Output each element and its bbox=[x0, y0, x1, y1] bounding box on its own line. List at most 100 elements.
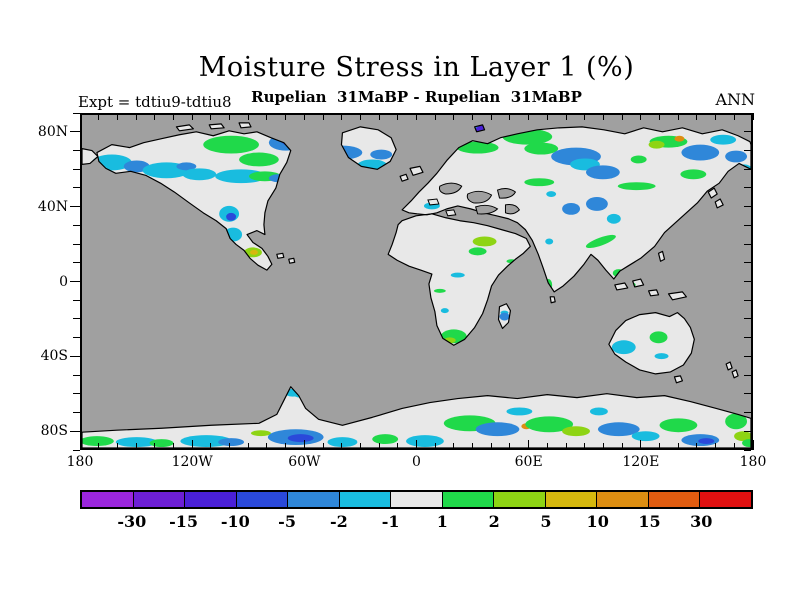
map-frame bbox=[80, 113, 753, 450]
axis-tick bbox=[744, 374, 751, 376]
axis-tick bbox=[490, 113, 492, 120]
axis-tick bbox=[229, 113, 231, 120]
axis-tick bbox=[73, 187, 80, 189]
axis-tick bbox=[744, 412, 751, 414]
axis-tick bbox=[73, 262, 80, 264]
world-map bbox=[82, 115, 751, 448]
axis-tick bbox=[266, 113, 268, 120]
axis-tick bbox=[73, 337, 80, 339]
axis-tick bbox=[135, 113, 137, 120]
colorbar-segment bbox=[648, 492, 701, 507]
axis-tick bbox=[341, 443, 343, 450]
axis-tick bbox=[744, 449, 751, 451]
axis-tick bbox=[73, 449, 80, 451]
colorbar-tick-label: 10 bbox=[586, 512, 609, 531]
axis-tick bbox=[172, 113, 174, 120]
axis-tick bbox=[73, 299, 80, 301]
axis-tick bbox=[154, 443, 156, 450]
lon-tick-label: 180 bbox=[66, 454, 94, 470]
axis-tick bbox=[744, 318, 751, 320]
axis-tick bbox=[584, 443, 586, 450]
axis-tick bbox=[659, 443, 661, 450]
axis-tick bbox=[73, 412, 80, 414]
axis-tick bbox=[210, 443, 212, 450]
axis-tick bbox=[733, 113, 735, 120]
axis-tick bbox=[744, 206, 751, 208]
axis-tick bbox=[98, 443, 100, 450]
colorbar-segment bbox=[236, 492, 289, 507]
axis-tick bbox=[378, 113, 380, 120]
experiment-label: Expt = tdtiu9-tdtiu8 bbox=[78, 93, 232, 111]
axis-tick bbox=[135, 443, 137, 450]
axis-tick bbox=[73, 112, 80, 114]
axis-tick bbox=[416, 440, 417, 450]
lat-tick-label: 40S bbox=[40, 348, 68, 365]
axis-tick bbox=[73, 149, 80, 151]
axis-tick bbox=[397, 443, 399, 450]
axis-tick bbox=[528, 113, 530, 120]
axis-tick bbox=[752, 113, 754, 120]
axis-tick bbox=[546, 113, 548, 120]
colorbar-segment bbox=[700, 492, 751, 507]
axis-tick bbox=[210, 113, 212, 120]
axis-tick bbox=[73, 168, 80, 170]
axis-tick bbox=[677, 113, 679, 120]
colorbar-segment bbox=[597, 492, 649, 507]
axis-tick bbox=[744, 393, 751, 395]
axis-tick bbox=[744, 243, 751, 245]
colorbar-tick-label: 15 bbox=[638, 512, 661, 531]
axis-tick bbox=[472, 443, 474, 450]
axis-tick bbox=[70, 281, 80, 282]
axis-tick bbox=[744, 430, 751, 432]
axis-tick bbox=[70, 430, 80, 432]
axis-tick bbox=[472, 113, 474, 120]
axis-tick bbox=[602, 113, 604, 120]
axis-tick bbox=[715, 443, 717, 450]
axis-tick bbox=[584, 113, 586, 120]
colorbar-tick-label: 1 bbox=[436, 512, 448, 531]
axis-tick bbox=[565, 443, 567, 450]
axis-tick bbox=[744, 187, 751, 189]
lon-tick-label: 60E bbox=[514, 454, 543, 470]
lat-tick-label: 40N bbox=[37, 198, 68, 215]
colorbar-tick-label: -2 bbox=[329, 512, 348, 531]
colorbar-tick-label: 2 bbox=[488, 512, 500, 531]
axis-tick bbox=[744, 262, 751, 264]
axis-tick bbox=[453, 113, 455, 120]
axis-tick bbox=[621, 443, 623, 450]
colorbar-tick-label: -5 bbox=[278, 512, 296, 531]
plot-title: Moisture Stress in Layer 1 (%) bbox=[198, 52, 635, 83]
colorbar-segment bbox=[339, 492, 392, 507]
inland-seas bbox=[438, 182, 521, 215]
axis-tick bbox=[98, 113, 100, 120]
axis-tick bbox=[266, 443, 268, 450]
axis-tick bbox=[73, 374, 80, 376]
axis-tick bbox=[73, 224, 80, 226]
axis-tick bbox=[528, 440, 530, 450]
axis-tick bbox=[640, 440, 642, 450]
axis-tick bbox=[744, 112, 751, 114]
axis-tick bbox=[79, 113, 81, 120]
axis-tick bbox=[744, 131, 751, 133]
colorbar-tick-label: 30 bbox=[690, 512, 713, 531]
axis-tick bbox=[752, 440, 754, 450]
axis-tick bbox=[659, 113, 661, 120]
axis-tick bbox=[509, 443, 511, 450]
axis-tick bbox=[154, 113, 156, 120]
lat-tick-label: 0 bbox=[59, 273, 68, 290]
axis-tick bbox=[744, 224, 751, 226]
axis-tick bbox=[490, 443, 492, 450]
axis-tick bbox=[341, 113, 343, 120]
colorbar-segment bbox=[288, 492, 340, 507]
lon-tick-label: 60W bbox=[288, 454, 321, 470]
axis-tick bbox=[191, 113, 193, 120]
axis-tick bbox=[696, 113, 698, 120]
axis-tick bbox=[229, 443, 231, 450]
axis-tick bbox=[509, 113, 511, 120]
colorbar-segment bbox=[133, 492, 186, 507]
axis-tick bbox=[397, 113, 399, 120]
axis-tick bbox=[744, 168, 751, 170]
colorbar-tick-label: 5 bbox=[540, 512, 552, 531]
axis-tick bbox=[322, 443, 324, 450]
